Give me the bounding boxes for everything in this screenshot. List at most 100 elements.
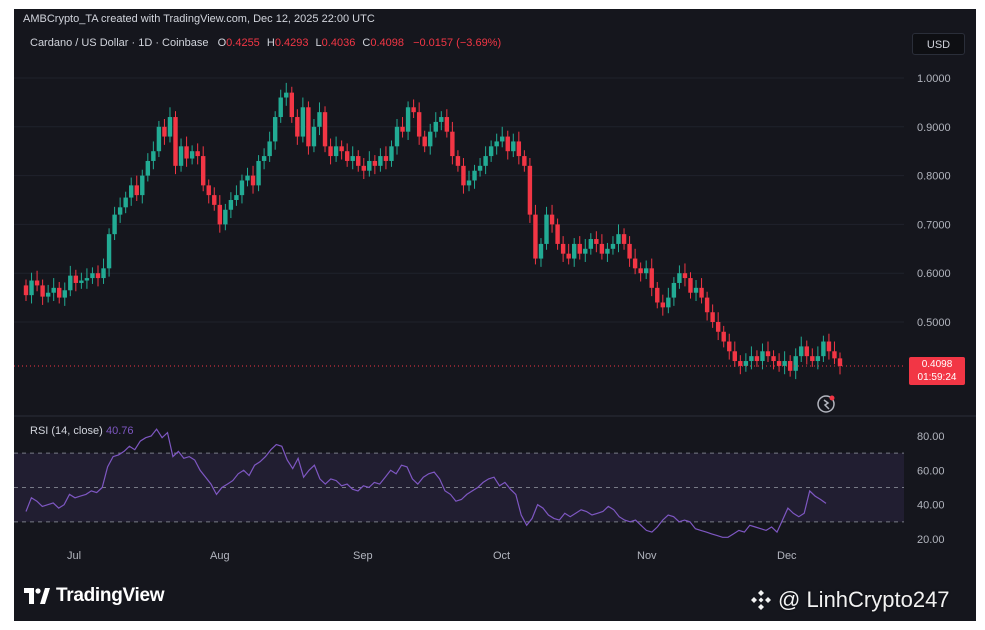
rsi-line [25, 428, 827, 538]
candle [195, 151, 200, 157]
candle [295, 117, 300, 137]
price-tick-label: 0.6000 [917, 268, 951, 280]
candle [649, 268, 654, 288]
candle [677, 273, 682, 283]
candle [488, 146, 494, 157]
candle [837, 358, 843, 367]
candle [112, 214, 117, 235]
candle [339, 146, 344, 152]
candle [245, 175, 250, 181]
candle [95, 273, 101, 279]
rsi-tick-label: 60.00 [917, 465, 945, 477]
symbol-label: Cardano / US Dollar · 1D · Coinbase [30, 37, 209, 49]
candle [45, 292, 51, 297]
candle [738, 361, 743, 366]
tradingview-logo-text: TradingView [56, 585, 165, 606]
candle [151, 151, 156, 161]
change-value: −0.0157 (−3.69%) [413, 37, 502, 49]
replay-icon [817, 395, 835, 413]
candle [544, 214, 549, 244]
time-tick-label: Oct [493, 550, 510, 562]
candle [23, 285, 29, 296]
countdown-value: 01:59:24 [917, 372, 957, 383]
candle [90, 273, 95, 279]
candle [267, 141, 272, 157]
candle [256, 160, 261, 186]
candle [400, 126, 405, 132]
candle [826, 341, 832, 352]
candle [239, 180, 245, 196]
candle [117, 207, 123, 215]
low-label: L [315, 37, 322, 49]
chart-grid [14, 77, 904, 323]
candle [500, 136, 505, 142]
low-value: 0.4036 [321, 37, 356, 49]
candle [560, 243, 566, 254]
watermark-text: @ LinhCrypto247 [778, 587, 950, 612]
candle [162, 126, 167, 137]
binance-diamond-icon [751, 590, 771, 610]
open-label: O [217, 37, 227, 49]
candle [212, 195, 217, 205]
candle [29, 280, 34, 296]
high-label: H [266, 37, 275, 49]
candle [682, 273, 688, 279]
candle [594, 239, 599, 244]
candle [599, 243, 605, 254]
candle [79, 280, 84, 283]
candle [655, 287, 660, 303]
candle [62, 290, 67, 298]
candle [173, 117, 178, 166]
candle [156, 126, 162, 152]
candle [477, 165, 483, 171]
candle [511, 141, 516, 152]
candle [261, 156, 267, 161]
candle [627, 243, 632, 259]
candle [549, 214, 555, 225]
candle [389, 146, 394, 161]
candle [732, 351, 737, 362]
price-chart[interactable]: 1.0000 0.9000 0.8000 0.7000 0.6000 0.5000 80.… [14, 9, 976, 621]
candle [444, 117, 450, 132]
candle [671, 282, 677, 298]
candle [129, 185, 134, 198]
candle [350, 156, 355, 161]
candle [394, 126, 400, 147]
candle [206, 185, 211, 196]
candle [51, 287, 56, 293]
candle [483, 156, 488, 166]
candle [583, 248, 588, 254]
candle [810, 356, 815, 362]
candle [278, 97, 283, 118]
candle [189, 151, 195, 159]
candle [68, 275, 73, 291]
price-axis: 1.0000 0.9000 0.8000 0.7000 0.6000 0.5000 [917, 73, 951, 329]
last-price-value: 0.4098 [921, 359, 953, 370]
candle [328, 146, 333, 157]
chart-frame: AMBCrypto_TA created with TradingView.co… [14, 9, 976, 621]
candle [84, 278, 90, 281]
candle [367, 160, 372, 171]
candle [699, 287, 704, 298]
candle [405, 107, 411, 132]
currency-button[interactable]: USD [912, 33, 965, 55]
rsi-label: RSI (14, close) [30, 425, 103, 437]
candle [439, 117, 444, 122]
time-tick-label: Jul [67, 550, 81, 562]
close-label: C [362, 37, 371, 49]
candle [356, 156, 361, 166]
candle [804, 346, 809, 357]
candle [40, 285, 45, 297]
time-tick-label: Aug [210, 550, 230, 562]
price-tick-label: 0.7000 [917, 219, 951, 231]
candle [765, 351, 771, 357]
candle [588, 239, 594, 249]
candle [422, 136, 427, 147]
candle [505, 136, 510, 152]
candle [638, 268, 643, 274]
candle [284, 92, 289, 98]
candle [660, 302, 666, 308]
candle [821, 341, 826, 357]
candle [234, 195, 239, 200]
candle [228, 200, 234, 210]
